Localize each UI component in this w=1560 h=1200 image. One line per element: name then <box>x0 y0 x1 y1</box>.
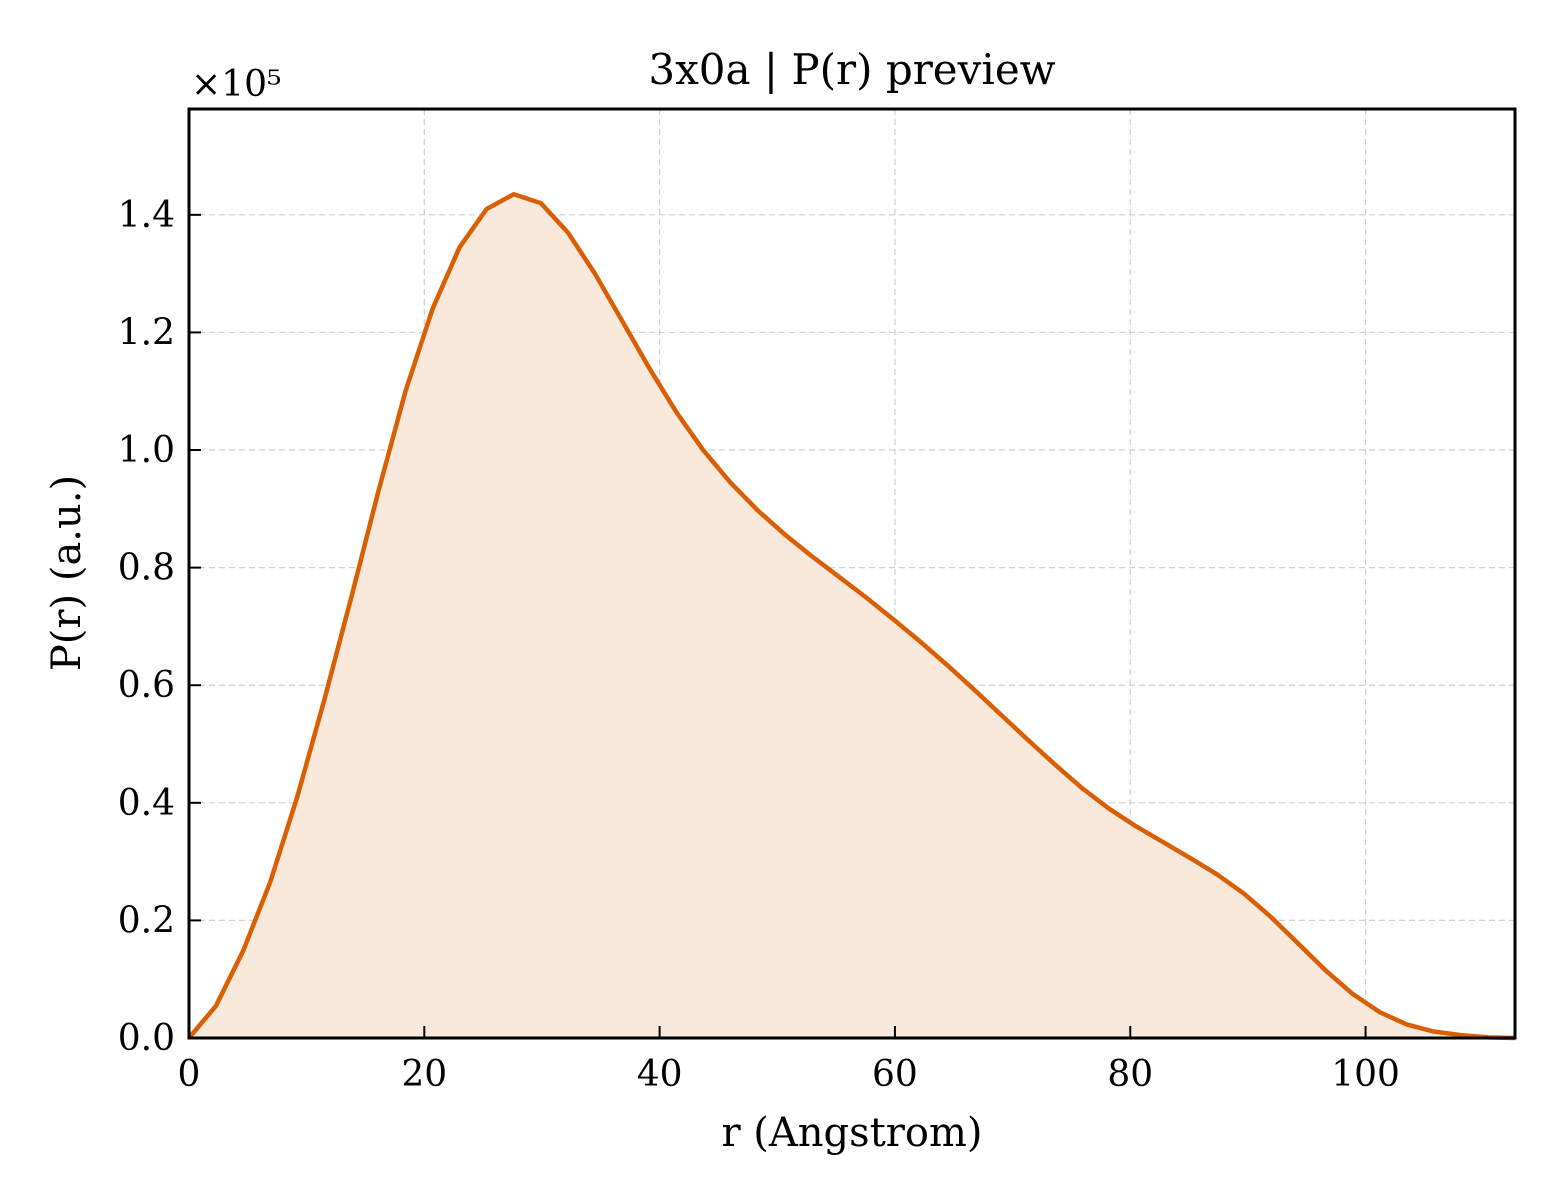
y-multiplier-label: ×10⁵ <box>191 64 281 105</box>
chart-title: 3x0a | P(r) preview <box>648 45 1055 94</box>
series-line <box>187 192 1516 1041</box>
y-tick-label: 0.0 <box>118 1018 175 1059</box>
y-tick-label: 1.0 <box>118 430 175 471</box>
axis-ticks <box>188 213 1367 1039</box>
x-tick-label: 20 <box>401 1054 447 1095</box>
y-tick-label: 1.4 <box>118 195 175 236</box>
x-tick-label: 100 <box>1331 1054 1400 1095</box>
y-tick-label: 0.2 <box>118 900 175 941</box>
series-area-fill <box>189 194 1515 1038</box>
y-tick-labels: 0.0 0.2 0.4 0.6 0.8 1.0 1.2 1.4 <box>118 195 175 1059</box>
y-tick-label: 0.6 <box>118 665 175 706</box>
x-tick-label: 80 <box>1107 1054 1153 1095</box>
y-tick-label: 1.2 <box>118 312 175 353</box>
y-axis-label: P(r) (a.u.) <box>44 475 90 671</box>
x-tick-label: 40 <box>637 1054 683 1095</box>
y-tick-label: 0.4 <box>118 783 175 824</box>
x-axis-label: r (Angstrom) <box>721 1110 982 1156</box>
x-tick-labels: 0 20 40 60 80 100 <box>178 1054 1400 1095</box>
y-tick-label: 0.8 <box>118 548 175 589</box>
x-tick-label: 0 <box>178 1054 201 1095</box>
plot-frame <box>187 107 1517 1040</box>
x-tick-label: 60 <box>872 1054 918 1095</box>
